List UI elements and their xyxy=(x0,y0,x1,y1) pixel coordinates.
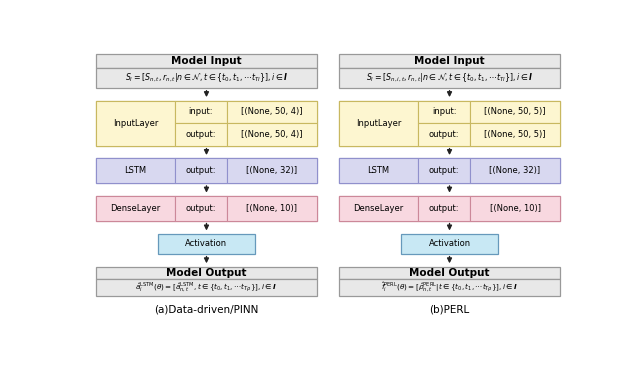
FancyBboxPatch shape xyxy=(339,196,417,221)
FancyBboxPatch shape xyxy=(417,159,470,183)
Text: Activation: Activation xyxy=(428,239,470,248)
FancyBboxPatch shape xyxy=(470,159,559,183)
Text: [(None, 32)]: [(None, 32)] xyxy=(490,166,541,175)
Text: $S_i = [S_{n,t}, r_{n,t}|n \in \mathcal{N}, t \in \{t_0, t_1, \cdots t_{Ti}\}], : $S_i = [S_{n,t}, r_{n,t}|n \in \mathcal{… xyxy=(125,72,288,84)
Text: Model Input: Model Input xyxy=(171,56,242,66)
Text: Model Input: Model Input xyxy=(414,56,485,66)
Text: [(None, 50, 5)]: [(None, 50, 5)] xyxy=(484,130,546,139)
FancyBboxPatch shape xyxy=(175,159,227,183)
FancyBboxPatch shape xyxy=(97,279,317,296)
FancyBboxPatch shape xyxy=(227,101,317,123)
Text: LSTM: LSTM xyxy=(124,166,147,175)
FancyBboxPatch shape xyxy=(339,196,559,221)
Text: Activation: Activation xyxy=(186,239,228,248)
Text: output:: output: xyxy=(186,130,216,139)
Text: (b)PERL: (b)PERL xyxy=(429,304,470,314)
FancyBboxPatch shape xyxy=(175,196,227,221)
Text: [(None, 32)]: [(None, 32)] xyxy=(246,166,298,175)
FancyBboxPatch shape xyxy=(339,159,417,183)
Text: output:: output: xyxy=(186,166,216,175)
Text: [(None, 10)]: [(None, 10)] xyxy=(490,204,541,213)
Text: $\hat{a}_i^{\mathrm{LSTM}}(\theta) = [\hat{a}_{n,t}^{\mathrm{LSTM}}, t \in \{t_0: $\hat{a}_i^{\mathrm{LSTM}}(\theta) = [\h… xyxy=(136,281,278,294)
Text: InputLayer: InputLayer xyxy=(113,119,158,128)
FancyBboxPatch shape xyxy=(339,267,559,279)
Text: [(None, 50, 4)]: [(None, 50, 4)] xyxy=(241,130,303,139)
FancyBboxPatch shape xyxy=(417,123,470,146)
Text: Model Output: Model Output xyxy=(409,268,490,278)
FancyBboxPatch shape xyxy=(339,68,559,88)
Text: [(None, 50, 4)]: [(None, 50, 4)] xyxy=(241,108,303,116)
FancyBboxPatch shape xyxy=(470,196,559,221)
Text: (a)Data-driven/PINN: (a)Data-driven/PINN xyxy=(154,304,259,314)
Text: Model Output: Model Output xyxy=(166,268,247,278)
Text: DenseLayer: DenseLayer xyxy=(353,204,404,213)
Text: output:: output: xyxy=(186,204,216,213)
FancyBboxPatch shape xyxy=(97,54,317,68)
FancyBboxPatch shape xyxy=(97,159,317,183)
Text: $S_i = [S_{n,i,t}, r_{n,t}|n \in \mathcal{N}, t \in \{t_0, t_1, \cdots t_{Ti}\}]: $S_i = [S_{n,i,t}, r_{n,t}|n \in \mathca… xyxy=(365,72,533,84)
Text: [(None, 50, 5)]: [(None, 50, 5)] xyxy=(484,108,546,116)
Text: InputLayer: InputLayer xyxy=(356,119,401,128)
Text: DenseLayer: DenseLayer xyxy=(110,204,161,213)
FancyBboxPatch shape xyxy=(227,196,317,221)
Text: output:: output: xyxy=(429,130,460,139)
Text: $\hat{f}_i^{\mathrm{PERL}}(\theta) = [\hat{\rho}_{n,t}^{\mathrm{PERL}}|t \in \{t: $\hat{f}_i^{\mathrm{PERL}}(\theta) = [\h… xyxy=(381,281,518,294)
FancyBboxPatch shape xyxy=(175,101,227,123)
Text: input:: input: xyxy=(432,108,456,116)
FancyBboxPatch shape xyxy=(97,267,317,279)
FancyBboxPatch shape xyxy=(339,101,559,146)
FancyBboxPatch shape xyxy=(417,196,470,221)
Text: output:: output: xyxy=(429,204,460,213)
Text: input:: input: xyxy=(189,108,213,116)
FancyBboxPatch shape xyxy=(470,101,559,123)
FancyBboxPatch shape xyxy=(227,123,317,146)
FancyBboxPatch shape xyxy=(158,234,255,254)
Text: [(None, 10)]: [(None, 10)] xyxy=(246,204,298,213)
FancyBboxPatch shape xyxy=(417,101,470,123)
FancyBboxPatch shape xyxy=(97,101,175,146)
FancyBboxPatch shape xyxy=(97,196,175,221)
FancyBboxPatch shape xyxy=(227,159,317,183)
FancyBboxPatch shape xyxy=(339,159,559,183)
FancyBboxPatch shape xyxy=(339,279,559,296)
FancyBboxPatch shape xyxy=(97,68,317,88)
FancyBboxPatch shape xyxy=(401,234,498,254)
FancyBboxPatch shape xyxy=(97,196,317,221)
FancyBboxPatch shape xyxy=(339,101,417,146)
Text: LSTM: LSTM xyxy=(367,166,390,175)
FancyBboxPatch shape xyxy=(339,54,559,68)
FancyBboxPatch shape xyxy=(175,123,227,146)
FancyBboxPatch shape xyxy=(470,123,559,146)
FancyBboxPatch shape xyxy=(97,101,317,146)
FancyBboxPatch shape xyxy=(97,159,175,183)
Text: output:: output: xyxy=(429,166,460,175)
